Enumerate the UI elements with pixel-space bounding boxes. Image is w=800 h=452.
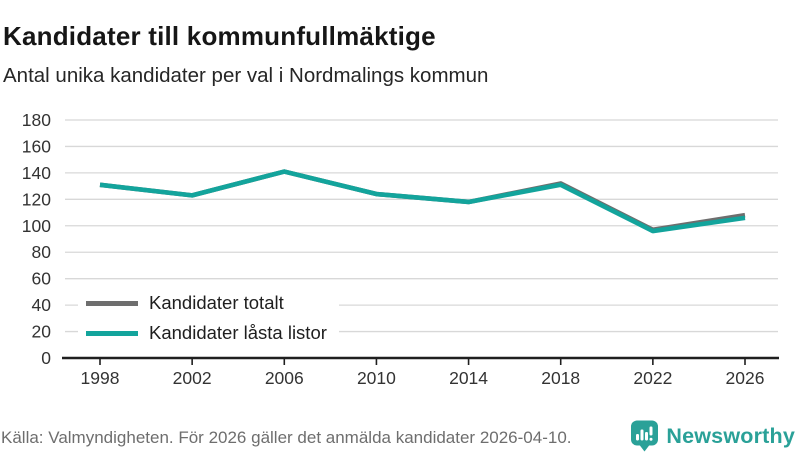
svg-text:2026: 2026: [726, 368, 765, 388]
svg-text:100: 100: [22, 216, 51, 236]
svg-text:2022: 2022: [633, 368, 672, 388]
legend-swatch-lasta-listor: [86, 330, 138, 336]
chart-legend: Kandidater totalt Kandidater låsta listo…: [78, 285, 339, 351]
legend-item-lasta-listor: Kandidater låsta listor: [86, 318, 327, 348]
svg-text:140: 140: [22, 163, 51, 183]
svg-text:160: 160: [22, 136, 51, 156]
svg-text:80: 80: [32, 242, 52, 262]
svg-text:2010: 2010: [357, 368, 396, 388]
legend-label-totalt: Kandidater totalt: [149, 292, 284, 313]
svg-text:60: 60: [32, 269, 52, 289]
svg-text:180: 180: [22, 110, 51, 130]
svg-text:2018: 2018: [541, 368, 580, 388]
legend-item-totalt: Kandidater totalt: [86, 288, 327, 318]
legend-swatch-totalt: [86, 300, 138, 306]
svg-text:20: 20: [32, 322, 52, 342]
svg-text:2014: 2014: [449, 368, 488, 388]
page-title: Kandidater till kommunfullmäktige: [3, 21, 436, 52]
brand-logo: Newsworthy: [630, 420, 795, 452]
svg-text:0: 0: [41, 348, 51, 368]
brand-name: Newsworthy: [666, 423, 795, 448]
newsworthy-icon: [631, 420, 659, 452]
svg-text:1998: 1998: [81, 368, 120, 388]
legend-label-lasta-listor: Kandidater låsta listor: [149, 322, 327, 343]
svg-text:120: 120: [22, 189, 51, 209]
svg-text:2002: 2002: [173, 368, 212, 388]
chart-subtitle: Antal unika kandidater per val i Nordmal…: [3, 64, 489, 87]
svg-text:40: 40: [32, 295, 52, 315]
footer: Källa: Valmyndigheten. För 2026 gäller d…: [0, 420, 800, 452]
source-note: Källa: Valmyndigheten. För 2026 gäller d…: [1, 428, 572, 447]
svg-text:2006: 2006: [265, 368, 304, 388]
